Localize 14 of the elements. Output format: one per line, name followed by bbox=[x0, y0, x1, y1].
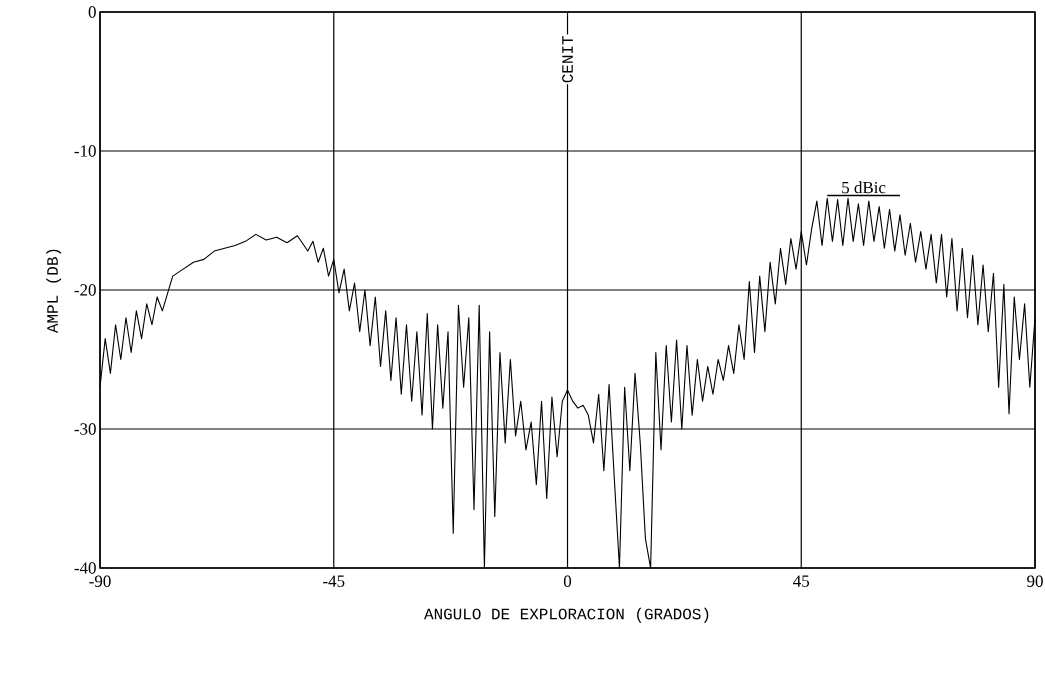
annotation: CENIT bbox=[562, 36, 573, 83]
x-tick-label: -90 bbox=[89, 575, 111, 587]
y-tick-label: -30 bbox=[74, 423, 96, 435]
y-tick-label: -40 bbox=[74, 562, 96, 574]
x-axis-title: ANGULO DE EXPLORACION (GRADOS) bbox=[424, 607, 709, 623]
y-tick-label: 0 bbox=[88, 6, 96, 18]
x-tick-label: 90 bbox=[1027, 575, 1043, 587]
y-tick-label: -10 bbox=[74, 145, 96, 157]
y-tick-label: -20 bbox=[74, 284, 96, 296]
x-tick-label: -45 bbox=[323, 575, 345, 587]
x-tick-label: 45 bbox=[793, 575, 810, 587]
x-tick-label: 0 bbox=[563, 575, 572, 587]
series-label: 5 dBic bbox=[842, 181, 886, 194]
y-axis-title: AMPL (DB) bbox=[46, 249, 62, 334]
